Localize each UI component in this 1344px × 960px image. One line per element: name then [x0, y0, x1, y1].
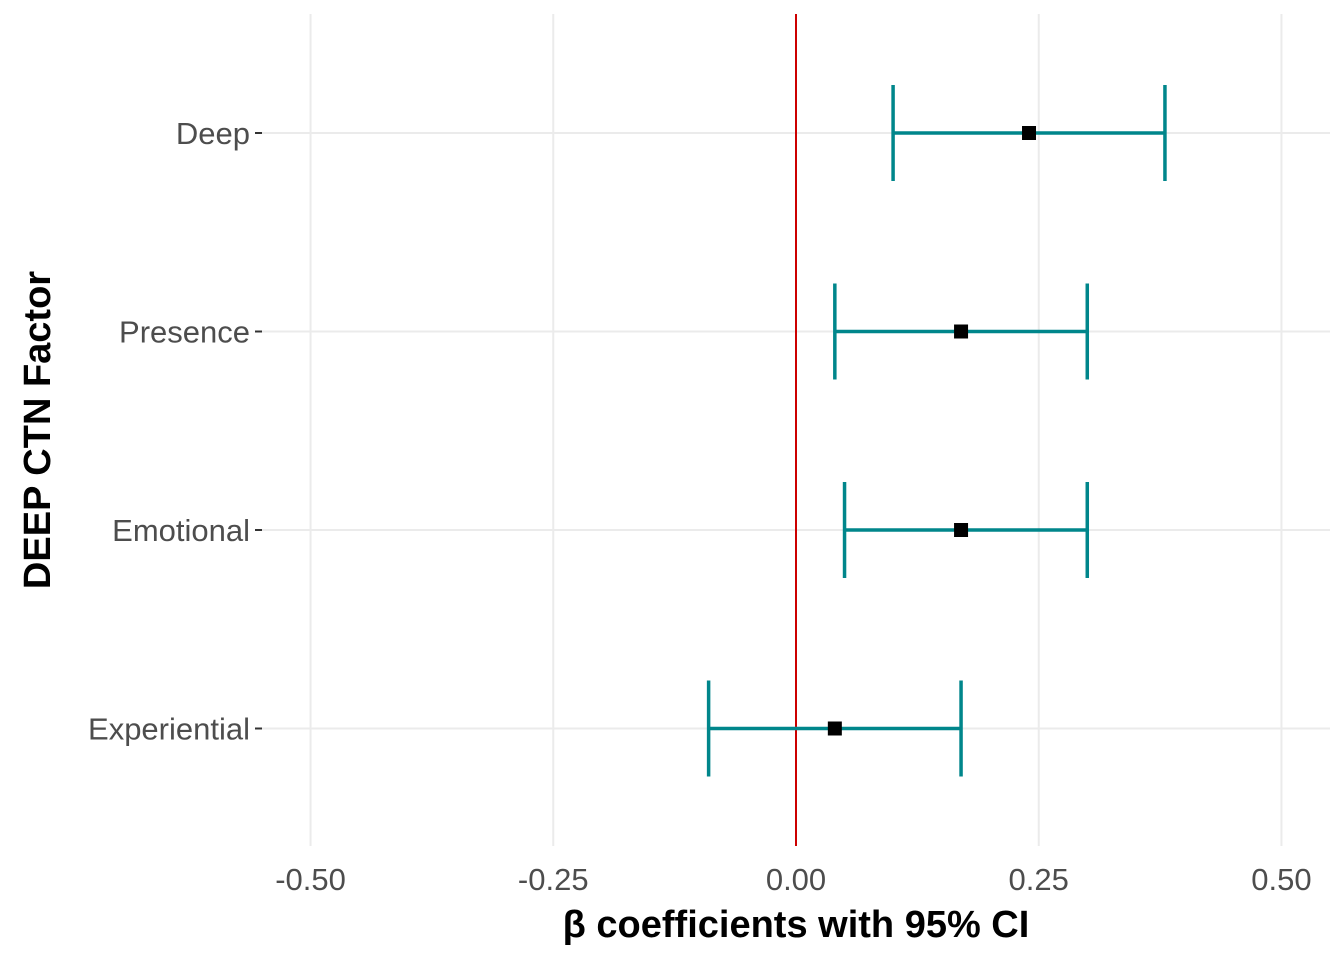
y-tick-label-deep: Deep — [176, 116, 250, 151]
y-tick-label-presence: Presence — [119, 315, 250, 350]
confidence-intervals — [706, 85, 1167, 777]
x-tick-label: -0.50 — [275, 862, 346, 897]
y-tick-label-experiential: Experiential — [88, 712, 250, 747]
y-axis-ticks — [255, 132, 262, 730]
point-presence — [954, 324, 969, 339]
point-experiential — [827, 721, 842, 736]
point-estimates — [827, 126, 1037, 736]
point-deep — [1022, 126, 1037, 140]
x-axis-title: β coefficients with 95% CI — [563, 904, 1030, 946]
y-axis-title: DEEP CTN Factor — [17, 271, 59, 589]
x-tick-label: 0.25 — [1009, 862, 1069, 897]
y-tick-label-emotional: Emotional — [112, 513, 250, 548]
x-axis-labels: -0.50 -0.25 0.00 0.25 0.50 — [275, 862, 1311, 897]
point-emotional — [954, 523, 969, 537]
x-tick-label: 0.50 — [1251, 862, 1311, 897]
x-tick-label: 0.00 — [766, 862, 826, 897]
x-tick-label: -0.25 — [518, 862, 589, 897]
y-axis-labels: Deep Presence Emotional Experiential — [88, 116, 250, 747]
